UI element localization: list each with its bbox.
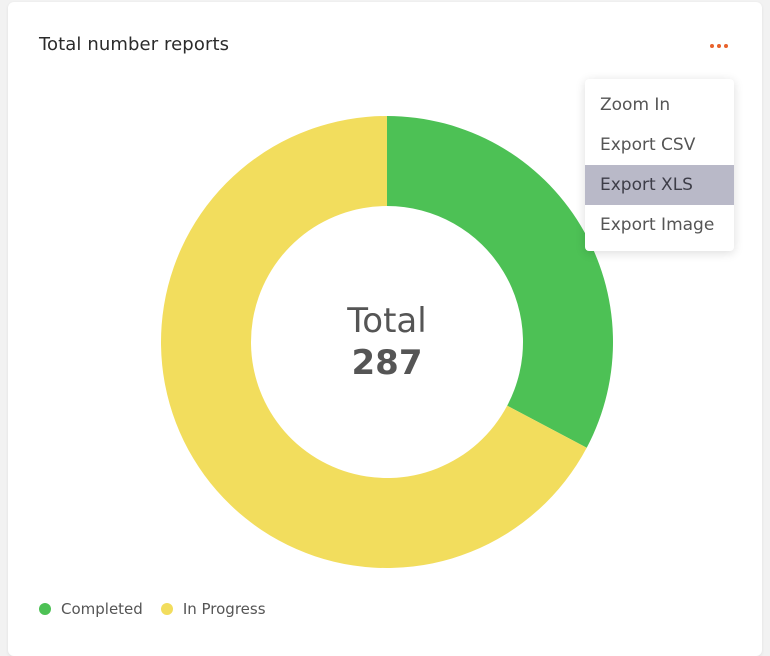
legend-swatch-completed	[39, 603, 51, 615]
legend-swatch-in-progress	[160, 603, 173, 615]
donut-slice-in-progress[interactable]	[161, 115, 587, 568]
menu-item-export-csv[interactable]: Export CSV	[600, 135, 696, 155]
more-horizontal-icon	[724, 44, 728, 48]
menu-item-zoom-in[interactable]: Zoom In	[600, 95, 671, 115]
donut-slice-completed[interactable]	[387, 116, 614, 448]
legend-item-completed[interactable]: Completed	[39, 600, 143, 618]
legend-item-in-progress[interactable]: In Progress	[160, 600, 266, 618]
more-horizontal-icon	[717, 44, 721, 48]
menu-item-export-image[interactable]: Export Image	[600, 215, 715, 235]
menu-item-export-xls[interactable]: Export XLS	[585, 165, 734, 205]
chart-legend: Completed In Progress	[39, 600, 284, 618]
card-title: Total number reports	[39, 34, 230, 55]
report-card: Total number reports Total 287 Completed …	[8, 2, 762, 656]
donut-center-value: 287	[352, 343, 423, 383]
more-horizontal-icon	[710, 44, 714, 48]
legend-label-in-progress: In Progress	[182, 600, 266, 618]
legend-label-completed: Completed	[61, 600, 143, 618]
more-options-button[interactable]	[706, 36, 732, 56]
donut-center-label: Total	[346, 301, 426, 341]
options-dropdown-menu: Zoom In Export CSV Export XLS Export Ima…	[585, 79, 734, 251]
